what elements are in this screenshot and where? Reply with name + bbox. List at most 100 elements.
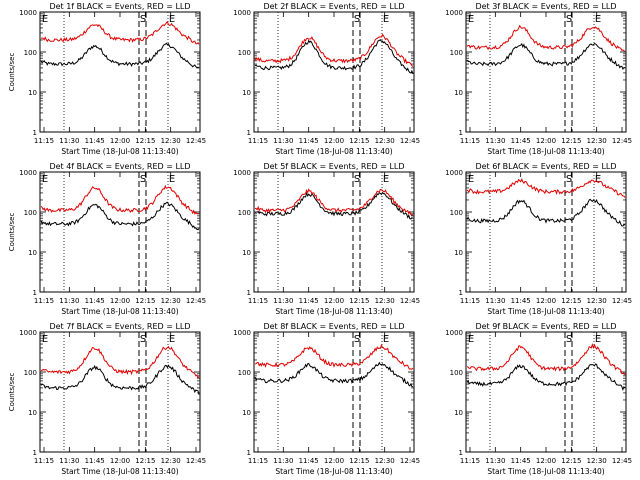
x-tick-label: 12:45 bbox=[186, 137, 206, 145]
x-tick-label: 12:00 bbox=[324, 457, 344, 465]
series-line-events bbox=[254, 361, 414, 388]
y-tick-label: 1000 bbox=[445, 169, 463, 177]
x-tick-label: 12:15 bbox=[561, 137, 581, 145]
marker-label-s: S bbox=[354, 14, 360, 25]
series-line-events bbox=[40, 42, 200, 69]
panel-title: Det 6f BLACK = Events, RED = LLD bbox=[475, 162, 616, 171]
y-tick-label: 100 bbox=[450, 209, 463, 217]
x-tick-label: 12:45 bbox=[186, 297, 206, 305]
y-tick-label: 1000 bbox=[19, 169, 37, 177]
panel-title: Det 8f BLACK = Events, RED = LLD bbox=[263, 322, 404, 331]
x-tick-label: 12:15 bbox=[561, 457, 581, 465]
x-tick-label: 12:15 bbox=[349, 137, 369, 145]
x-tick-label: 11:30 bbox=[273, 457, 293, 465]
series-line-lld bbox=[40, 21, 200, 45]
y-tick-label: 10 bbox=[454, 249, 463, 257]
series-line-events bbox=[254, 38, 414, 75]
x-tick-label: 12:15 bbox=[349, 297, 369, 305]
series-line-events bbox=[254, 191, 414, 220]
marker-label-s: S bbox=[354, 334, 360, 345]
x-tick-label: 11:30 bbox=[59, 457, 79, 465]
y-axis-label: Counts/sec bbox=[8, 373, 16, 412]
x-tick-label: 12:30 bbox=[161, 457, 181, 465]
x-tick-label: 11:15 bbox=[460, 457, 480, 465]
series-line-lld bbox=[466, 24, 626, 52]
marker-label-e: E bbox=[595, 14, 601, 25]
y-axis-label: Counts/sec bbox=[8, 213, 16, 252]
panel-title: Det 3f BLACK = Events, RED = LLD bbox=[475, 2, 616, 11]
x-tick-label: 11:30 bbox=[59, 297, 79, 305]
series-line-events bbox=[466, 198, 626, 227]
x-tick-label: 11:45 bbox=[299, 137, 319, 145]
panel-title: Det 5f BLACK = Events, RED = LLD bbox=[263, 162, 404, 171]
x-tick-label: 12:30 bbox=[161, 137, 181, 145]
series-line-events bbox=[466, 363, 626, 391]
marker-label-e: E bbox=[169, 334, 175, 345]
y-axis-label: Counts/sec bbox=[8, 53, 16, 92]
x-tick-label: 12:00 bbox=[110, 137, 130, 145]
series-line-events bbox=[466, 42, 626, 70]
y-tick-label: 10 bbox=[242, 89, 251, 97]
y-tick-label: 1 bbox=[247, 289, 251, 297]
marker-label-s: S bbox=[354, 174, 360, 185]
y-tick-label: 10 bbox=[454, 409, 463, 417]
x-tick-label: 12:30 bbox=[587, 297, 607, 305]
series-line-lld bbox=[40, 346, 200, 379]
series-line-lld bbox=[466, 178, 626, 198]
series-line-events bbox=[40, 364, 200, 395]
x-tick-label: 11:15 bbox=[248, 297, 268, 305]
y-tick-label: 1000 bbox=[233, 169, 251, 177]
x-tick-label: 11:45 bbox=[299, 457, 319, 465]
marker-label-s: S bbox=[566, 174, 572, 185]
x-tick-label: 12:45 bbox=[612, 297, 632, 305]
y-tick-label: 1 bbox=[459, 289, 463, 297]
x-tick-label: 11:15 bbox=[34, 297, 54, 305]
y-tick-label: 100 bbox=[24, 369, 37, 377]
y-tick-label: 1 bbox=[247, 129, 251, 137]
x-tick-label: 11:30 bbox=[485, 457, 505, 465]
x-tick-label: 11:30 bbox=[485, 137, 505, 145]
x-tick-label: 12:15 bbox=[349, 457, 369, 465]
y-tick-label: 1000 bbox=[233, 9, 251, 17]
series-line-lld bbox=[40, 184, 200, 215]
y-tick-label: 10 bbox=[242, 409, 251, 417]
series-line-lld bbox=[466, 343, 626, 376]
x-tick-label: 12:45 bbox=[186, 457, 206, 465]
x-axis-label: Start Time (18-Jul-08 11:13:40) bbox=[61, 307, 178, 316]
y-tick-label: 100 bbox=[238, 209, 251, 217]
y-tick-label: 100 bbox=[238, 49, 251, 57]
x-tick-label: 12:00 bbox=[110, 297, 130, 305]
panel-title: Det 2f BLACK = Events, RED = LLD bbox=[263, 2, 404, 11]
y-tick-label: 100 bbox=[450, 369, 463, 377]
series-line-events bbox=[40, 201, 200, 231]
x-tick-label: 11:30 bbox=[59, 137, 79, 145]
x-tick-label: 12:30 bbox=[161, 297, 181, 305]
x-tick-label: 12:30 bbox=[587, 457, 607, 465]
panel-det-6: Det 6f BLACK = Events, RED = LLD 1 10 100 10… bbox=[445, 162, 632, 316]
panel-title: Det 4f BLACK = Events, RED = LLD bbox=[49, 162, 190, 171]
x-tick-label: 12:00 bbox=[536, 457, 556, 465]
y-tick-label: 1 bbox=[33, 289, 37, 297]
y-tick-label: 10 bbox=[28, 409, 37, 417]
marker-label-s: S bbox=[566, 334, 572, 345]
x-tick-label: 12:00 bbox=[324, 137, 344, 145]
x-tick-label: 12:15 bbox=[135, 297, 155, 305]
marker-label-s: S bbox=[140, 14, 146, 25]
panel-det-4: Det 4f BLACK = Events, RED = LLD 1 10 100 10… bbox=[8, 162, 206, 316]
marker-label-e: E bbox=[383, 334, 389, 345]
marker-label-e: E bbox=[169, 14, 175, 25]
y-tick-label: 1000 bbox=[445, 329, 463, 337]
y-tick-label: 1 bbox=[33, 129, 37, 137]
x-tick-label: 12:15 bbox=[135, 137, 155, 145]
series-line-lld bbox=[254, 188, 414, 216]
series-line-lld bbox=[254, 33, 414, 67]
series-line-lld bbox=[254, 344, 414, 370]
x-axis-label: Start Time (18-Jul-08 11:13:40) bbox=[487, 467, 604, 476]
x-axis-label: Start Time (18-Jul-08 11:13:40) bbox=[487, 147, 604, 156]
x-axis-label: Start Time (18-Jul-08 11:13:40) bbox=[275, 307, 392, 316]
x-tick-label: 12:30 bbox=[375, 457, 395, 465]
marker-label-e: E bbox=[595, 174, 601, 185]
x-tick-label: 11:15 bbox=[248, 137, 268, 145]
x-tick-label: 11:45 bbox=[85, 137, 105, 145]
